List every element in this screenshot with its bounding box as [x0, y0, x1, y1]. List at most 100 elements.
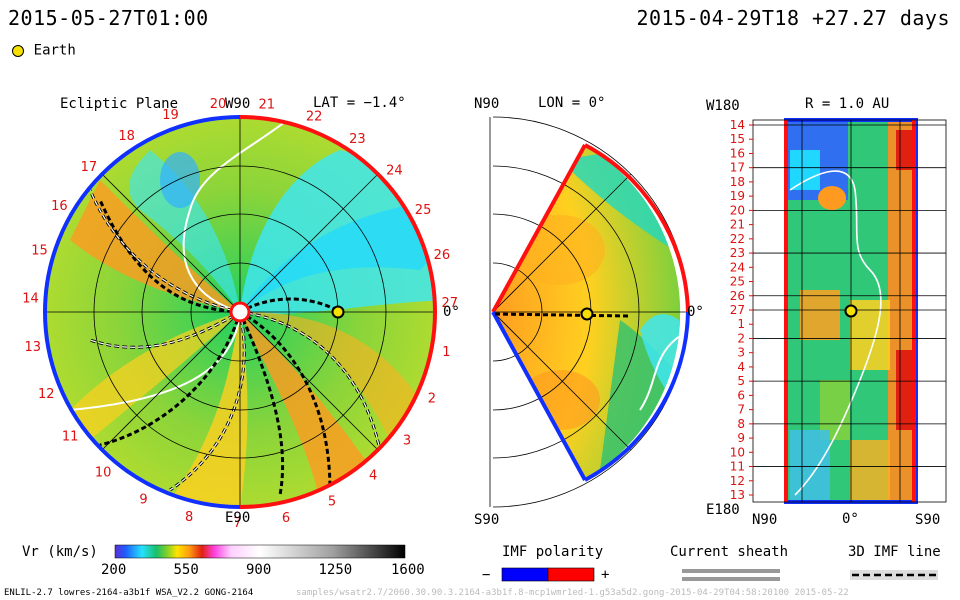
map-y-tick-10: 10	[730, 445, 745, 459]
carrington-tick-17: 17	[81, 160, 98, 175]
carrington-tick-12: 12	[38, 387, 55, 402]
sun-marker	[229, 301, 251, 323]
carrington-tick-25: 25	[415, 203, 432, 218]
meridional-lon-label: LON = 0°	[538, 95, 606, 111]
map-y-tick-4: 4	[737, 360, 745, 374]
map-y-tick-17: 17	[730, 161, 745, 175]
carrington-tick-21: 21	[259, 98, 276, 113]
carrington-tick-11: 11	[62, 429, 79, 444]
map-title: R = 1.0 AU	[805, 96, 890, 112]
map-y-tick-13: 13	[730, 488, 745, 502]
map-y-tick-3: 3	[737, 346, 745, 360]
meridional-right-label: 0°	[687, 304, 704, 320]
imf-polarity-negative-swatch	[501, 567, 549, 582]
colorbar-tick-1250: 1250	[318, 562, 353, 578]
map-y-tick-20: 20	[730, 203, 745, 217]
carrington-tick-7: 7	[233, 516, 241, 531]
map-y-tick-24: 24	[730, 260, 745, 274]
carrington-tick-15: 15	[31, 243, 48, 258]
earth-marker-meridional	[580, 307, 594, 321]
map-y-tick-26: 26	[730, 289, 745, 303]
carrington-tick-13: 13	[25, 340, 42, 355]
carrington-tick-22: 22	[306, 110, 323, 125]
meridional-arc-north	[584, 143, 690, 313]
meridional-imf-line	[494, 312, 629, 318]
map-y-tick-19: 19	[730, 189, 745, 203]
map-x-label-n90: N90	[752, 512, 778, 528]
map-y-tick-1: 1	[737, 317, 745, 331]
colorbar-tick-1600: 1600	[391, 562, 425, 578]
carrington-tick-26: 26	[434, 248, 451, 263]
carrington-tick-24: 24	[386, 164, 403, 179]
earth-legend-label: Earth	[33, 42, 76, 59]
current-sheath-line-2	[682, 577, 780, 581]
colorbar-tick-200: 200	[101, 562, 127, 578]
ecliptic-boundary-positive	[239, 115, 437, 509]
current-sheath-line-1	[682, 569, 780, 573]
map-y-tick-12: 12	[730, 474, 745, 488]
meridional-edge-north	[491, 144, 587, 313]
map-bottom-left-label: E180	[706, 502, 740, 518]
earth-marker-map	[844, 304, 858, 318]
carrington-tick-6: 6	[282, 511, 290, 526]
carrington-tick-3: 3	[403, 433, 411, 448]
imf-line-title: 3D IMF line	[848, 544, 941, 560]
earth-legend: Earth	[12, 40, 76, 59]
map-y-tick-18: 18	[730, 175, 745, 189]
ecliptic-bottom-label: E90	[225, 510, 251, 526]
carrington-tick-8: 8	[185, 510, 193, 525]
carrington-tick-18: 18	[118, 129, 135, 144]
ecliptic-lat-label: LAT = −1.4°	[313, 95, 406, 111]
carrington-tick-14: 14	[22, 291, 39, 306]
map-y-tick-16: 16	[730, 146, 745, 160]
carrington-tick-labels: 20 21222324252627123456789101112131415161…	[22, 97, 458, 531]
map-y-tick-2: 2	[737, 331, 745, 345]
map-y-tick-9: 9	[737, 431, 745, 445]
map-x-label-0: 0°	[842, 511, 859, 527]
ecliptic-right-label: 0°	[443, 304, 460, 320]
carrington-tick-10: 10	[95, 465, 112, 480]
map-y-tick-11: 11	[730, 460, 745, 474]
footer-run-path: samples/wsatr2.7/2060.30.90.3.2164-a3b1f…	[296, 588, 849, 598]
model-datetime: 2015-05-27T01:00	[8, 6, 209, 30]
vr-colorbar	[114, 544, 406, 559]
map-y-tick-7: 7	[737, 403, 745, 417]
meridional-top-label: N90	[474, 96, 500, 112]
carrington-tick-19: 19	[162, 108, 179, 123]
imf-line-background	[850, 570, 938, 580]
footer-model-info: ENLIL-2.7 lowres-2164-a3b1f WSA_V2.2 GON…	[4, 588, 254, 598]
map-top-left-label: W180	[706, 98, 740, 114]
colorbar-label: Vr (km/s)	[22, 544, 98, 560]
map-y-tick-23: 23	[730, 246, 745, 260]
map-horizontal-gridlines	[753, 124, 946, 467]
map-y-tick-22: 22	[730, 232, 745, 246]
carrington-tick-23: 23	[349, 132, 366, 147]
ecliptic-top-label: W90	[225, 96, 251, 112]
imf-polarity-minus: −	[482, 567, 491, 583]
imf-polarity-positive-swatch	[547, 567, 595, 582]
map-y-tick-5: 5	[737, 374, 745, 388]
imf-polarity-title: IMF polarity	[502, 544, 604, 560]
map-x-label-s90: S90	[915, 512, 941, 528]
ecliptic-title: Ecliptic Plane	[60, 96, 179, 112]
imf-polarity-plus: +	[601, 567, 610, 583]
map-y-tick-14: 14	[730, 118, 745, 132]
carrington-tick-16: 16	[51, 199, 68, 214]
reference-date: 2015-04-29T18 +27.27 days	[636, 6, 950, 30]
colorbar-tick-550: 550	[173, 562, 199, 578]
carrington-tick-4: 4	[369, 468, 377, 483]
meridional-grid	[489, 116, 689, 508]
carrington-tick-1: 1	[442, 345, 450, 360]
carrington-tick-2: 2	[428, 391, 436, 406]
carrington-tick-5: 5	[328, 495, 336, 510]
map-y-tick-15: 15	[730, 132, 745, 146]
current-sheath-title: Current sheath	[670, 544, 789, 560]
carrington-tick-9: 9	[139, 493, 147, 508]
map-y-tick-27: 27	[730, 303, 745, 317]
map-y-tick-8: 8	[737, 417, 745, 431]
earth-marker-ecliptic	[331, 305, 345, 319]
earth-marker-icon	[12, 44, 24, 57]
meridional-arc-south	[584, 311, 690, 482]
map-y-tick-labels: 1415161718192021222324252627123456789101…	[730, 118, 753, 502]
